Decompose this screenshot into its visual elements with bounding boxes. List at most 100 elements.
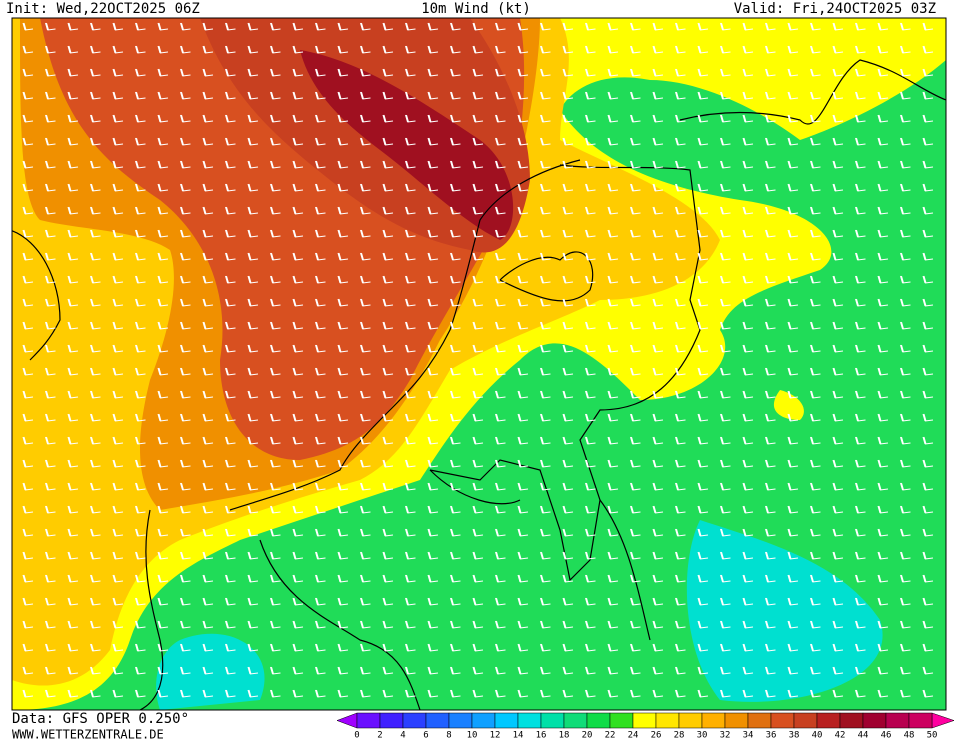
wind-barb <box>202 344 214 353</box>
wind-barb <box>922 298 934 307</box>
wind-barb <box>472 482 484 491</box>
wind-barb <box>360 160 371 169</box>
wind-barb <box>427 114 439 123</box>
wind-barb <box>180 597 191 606</box>
wind-barb <box>562 528 574 537</box>
wind-barb <box>832 689 844 698</box>
wind-barb <box>22 45 34 54</box>
wind-barb <box>720 114 731 123</box>
wind-barb <box>630 551 641 560</box>
wind-barb <box>315 321 326 330</box>
wind-barb <box>427 160 439 169</box>
wind-barb <box>495 45 506 54</box>
wind-barb <box>247 367 259 376</box>
wind-barb <box>157 459 169 468</box>
wind-barb <box>112 137 124 146</box>
wind-barb <box>675 620 686 629</box>
wind-barb <box>22 620 34 629</box>
wind-barb <box>202 45 214 54</box>
wind-barb <box>405 528 416 537</box>
wind-barb <box>652 390 664 399</box>
wind-barb <box>202 666 214 675</box>
wind-barb <box>697 528 709 537</box>
wind-barb <box>855 298 866 307</box>
wind-barb <box>202 229 214 238</box>
wind-barb <box>382 574 394 583</box>
wind-barb <box>202 68 214 77</box>
wind-barb <box>877 528 889 537</box>
wind-barb <box>67 666 79 675</box>
wind-barb <box>675 68 686 77</box>
wind-barb <box>652 45 664 54</box>
map-title: 10m Wind (kt) <box>421 1 531 17</box>
wind-barb <box>22 321 34 330</box>
colorbar-bin <box>540 712 565 729</box>
wind-barb <box>135 160 146 169</box>
wind-barb <box>765 643 776 652</box>
wind-barb <box>675 413 686 422</box>
wind-barb <box>900 298 911 307</box>
wind-barb <box>270 482 281 491</box>
colorbar-tick-label: 4 <box>400 731 405 741</box>
wind-barb <box>90 45 101 54</box>
wind-barb <box>787 643 799 652</box>
wind-barb <box>112 689 124 698</box>
wind-barb <box>877 45 889 54</box>
wind-barb <box>765 574 776 583</box>
wind-barb <box>765 597 776 606</box>
wind-barb <box>450 367 461 376</box>
wind-barb <box>427 344 439 353</box>
wind-barb <box>720 528 731 537</box>
wind-barb <box>337 91 349 100</box>
wind-barb <box>67 22 79 31</box>
wind-barb <box>720 68 731 77</box>
colorbar-bin <box>402 712 427 729</box>
wind-barb <box>495 574 506 583</box>
wind-barb <box>877 367 889 376</box>
wind-barb <box>810 321 821 330</box>
wind-barb <box>135 482 146 491</box>
wind-barb <box>405 367 416 376</box>
wind-barb <box>90 206 101 215</box>
colorbar-bin <box>609 712 634 729</box>
wind-barb <box>45 252 56 261</box>
wind-barb <box>495 114 506 123</box>
wind-barb <box>157 505 169 514</box>
wind-barb <box>810 597 821 606</box>
wind-barb <box>337 68 349 77</box>
wind-barb <box>855 91 866 100</box>
wind-barb <box>427 413 439 422</box>
wind-barb <box>697 321 709 330</box>
colorbar-bin <box>747 712 772 729</box>
wind-barb <box>675 689 686 698</box>
wind-barb <box>427 367 439 376</box>
wind-barb <box>360 459 371 468</box>
wind-barb <box>607 482 619 491</box>
wind-barb <box>157 321 169 330</box>
wind-barb <box>225 367 236 376</box>
wind-barb <box>562 114 574 123</box>
wind-barb <box>135 620 146 629</box>
wind-barb <box>405 160 416 169</box>
wind-barb <box>900 91 911 100</box>
wind-barb <box>652 344 664 353</box>
wind-barb <box>225 505 236 514</box>
wind-barb <box>292 459 304 468</box>
wind-barb <box>630 22 641 31</box>
wind-barb <box>540 367 551 376</box>
wind-barb <box>585 321 596 330</box>
wind-barb <box>562 137 574 146</box>
wind-barb <box>315 68 326 77</box>
wind-barb <box>225 91 236 100</box>
wind-barb <box>427 45 439 54</box>
wind-barb <box>585 183 596 192</box>
wind-barb <box>202 436 214 445</box>
wind-barb <box>157 367 169 376</box>
wind-barb <box>45 229 56 238</box>
wind-barb <box>607 206 619 215</box>
wind-barb <box>540 689 551 698</box>
wind-barb <box>720 91 731 100</box>
wind-barb <box>810 229 821 238</box>
colorbar-bin <box>655 712 680 729</box>
wind-barb <box>922 551 934 560</box>
